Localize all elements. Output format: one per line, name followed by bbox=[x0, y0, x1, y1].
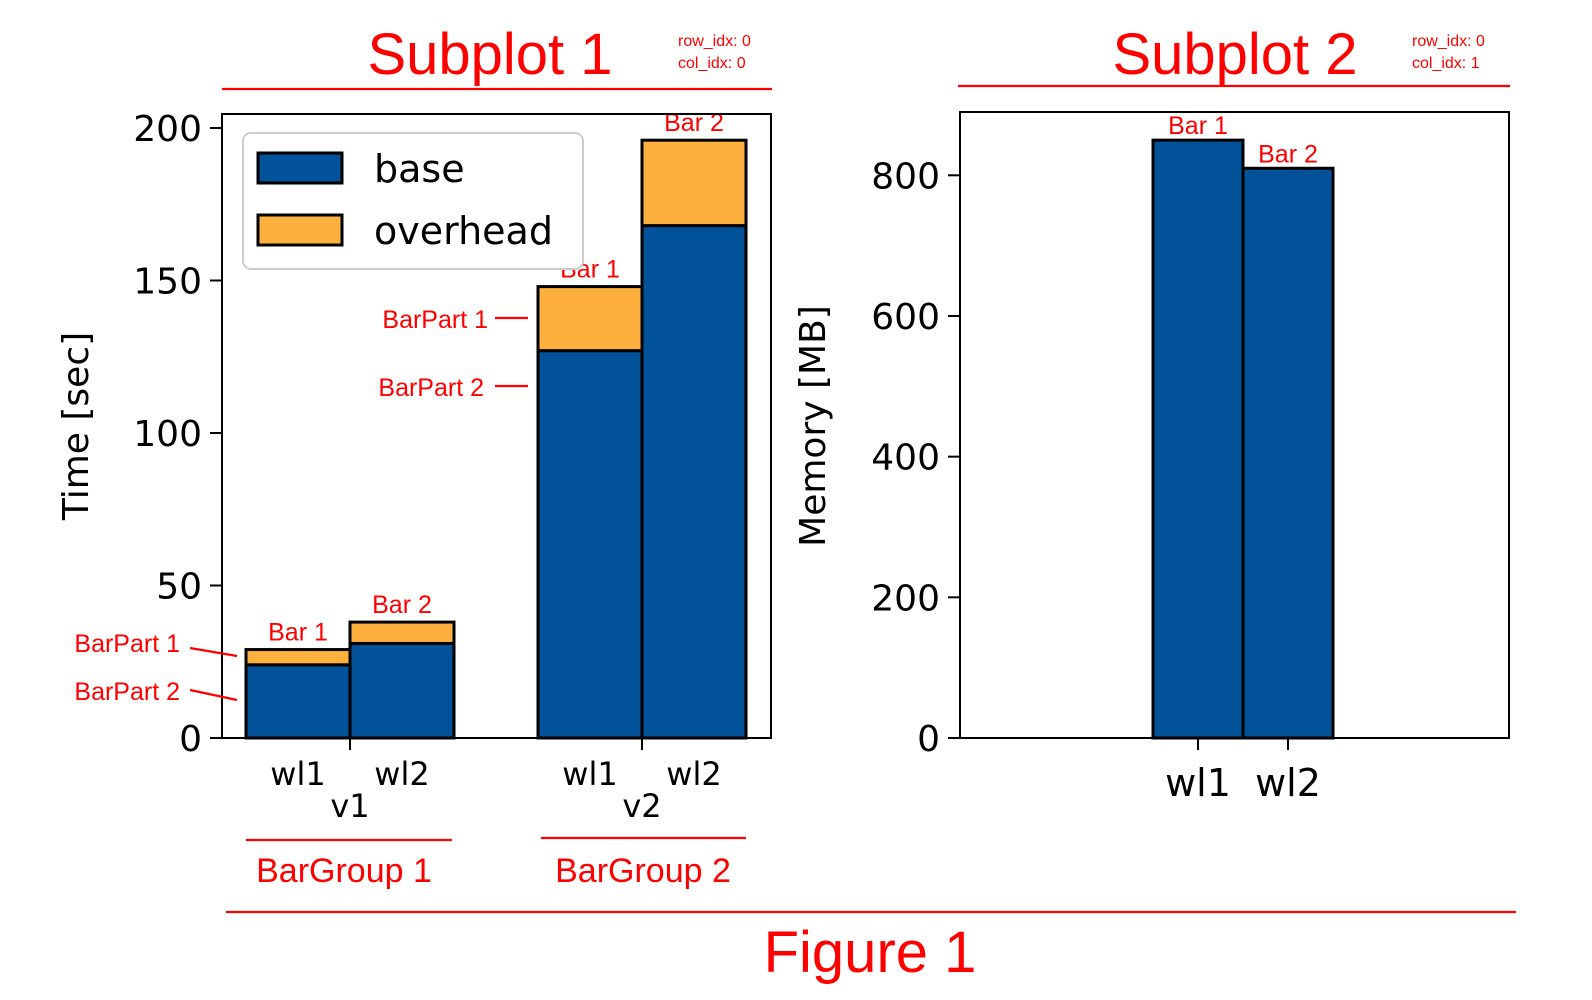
group-tick-label: v2 bbox=[622, 787, 661, 825]
legend-label-base: base bbox=[374, 147, 465, 191]
group-2-barpart-1-label: BarPart 1 bbox=[382, 306, 488, 334]
subplot-1-legend: base overhead bbox=[242, 132, 584, 270]
bar-segment-base bbox=[348, 641, 456, 740]
y-tick-label: 100 bbox=[133, 414, 202, 455]
subplot-1-y-ticks: 0 50 100 150 200 bbox=[133, 109, 222, 760]
y-tick-label: 50 bbox=[156, 567, 202, 608]
subplot-1-col-idx: col_idx: 0 bbox=[678, 55, 746, 72]
subplot-2-frame bbox=[959, 111, 1510, 739]
x-tick-label: wl1 bbox=[562, 755, 617, 793]
bargroup-2-label: BarGroup 2 bbox=[555, 852, 731, 890]
subplot-2-y-axis-label: Memory [MB] bbox=[793, 305, 834, 547]
bar-segment-overhead bbox=[640, 138, 748, 228]
subplot-1-frame bbox=[221, 113, 772, 739]
bar-segment-overhead bbox=[348, 620, 456, 645]
bar-segment-base bbox=[244, 663, 352, 740]
bar-label: Bar 2 bbox=[1258, 140, 1318, 168]
y-tick-label: 0 bbox=[917, 719, 940, 760]
legend-swatch-overhead bbox=[256, 213, 344, 247]
subplot-1-y-axis-label: Time [sec] bbox=[56, 332, 97, 521]
group-1-barpart-2-pointer bbox=[189, 688, 238, 702]
subplot-2-y-ticks: 0 200 400 600 800 bbox=[871, 156, 960, 760]
x-tick-label: wl1 bbox=[1165, 761, 1231, 805]
bar bbox=[1151, 138, 1245, 740]
x-tick-label: wl1 bbox=[270, 755, 325, 793]
x-tick-label: wl2 bbox=[374, 755, 429, 793]
subplot-2-bars: Bar 1 Bar 2 bbox=[1151, 112, 1335, 740]
group-2-barpart-2-label: BarPart 2 bbox=[378, 374, 484, 402]
bar-segment-base bbox=[640, 224, 748, 740]
subplot-2-x-ticks: wl1 wl2 bbox=[1165, 738, 1321, 805]
subplot-2-row-idx: row_idx: 0 bbox=[1412, 33, 1485, 50]
y-tick-label: 200 bbox=[133, 109, 202, 150]
y-tick-label: 600 bbox=[871, 297, 940, 338]
group-tick-label: v1 bbox=[330, 787, 369, 825]
bar-label: Bar 1 bbox=[1168, 112, 1228, 140]
bar-segment-overhead bbox=[536, 285, 644, 353]
subplot-1-row-idx: row_idx: 0 bbox=[678, 33, 751, 50]
bar bbox=[1241, 166, 1335, 740]
group-1-barpart-2-label: BarPart 2 bbox=[74, 678, 180, 706]
subplot-1-title: Subplot 1 bbox=[367, 22, 612, 87]
legend-label-overhead: overhead bbox=[374, 209, 553, 253]
y-tick-label: 0 bbox=[179, 719, 202, 760]
y-tick-label: 200 bbox=[871, 578, 940, 619]
bar-segment-base bbox=[536, 349, 644, 740]
y-tick-label: 800 bbox=[871, 156, 940, 197]
legend-swatch-base bbox=[256, 151, 344, 185]
bar-label: Bar 1 bbox=[268, 619, 328, 647]
x-tick-label: wl2 bbox=[1255, 761, 1321, 805]
y-tick-label: 400 bbox=[871, 438, 940, 479]
bar-segment-overhead bbox=[244, 648, 352, 667]
figure-label: Figure 1 bbox=[764, 920, 977, 985]
x-tick-label: wl2 bbox=[666, 755, 721, 793]
subplot-2-title: Subplot 2 bbox=[1112, 22, 1357, 87]
bar-label: Bar 2 bbox=[372, 591, 432, 619]
y-tick-label: 150 bbox=[133, 262, 202, 303]
group-1-barpart-1-label: BarPart 1 bbox=[74, 630, 180, 658]
group-1-barpart-1-pointer bbox=[189, 646, 238, 658]
subplot-2-col-idx: col_idx: 1 bbox=[1412, 55, 1480, 72]
bargroup-1-label: BarGroup 1 bbox=[256, 852, 432, 890]
subplot-2: Bar 1 Bar 2 0 200 400 600 800 wl1 wl2 Memory [… bbox=[793, 111, 1510, 805]
